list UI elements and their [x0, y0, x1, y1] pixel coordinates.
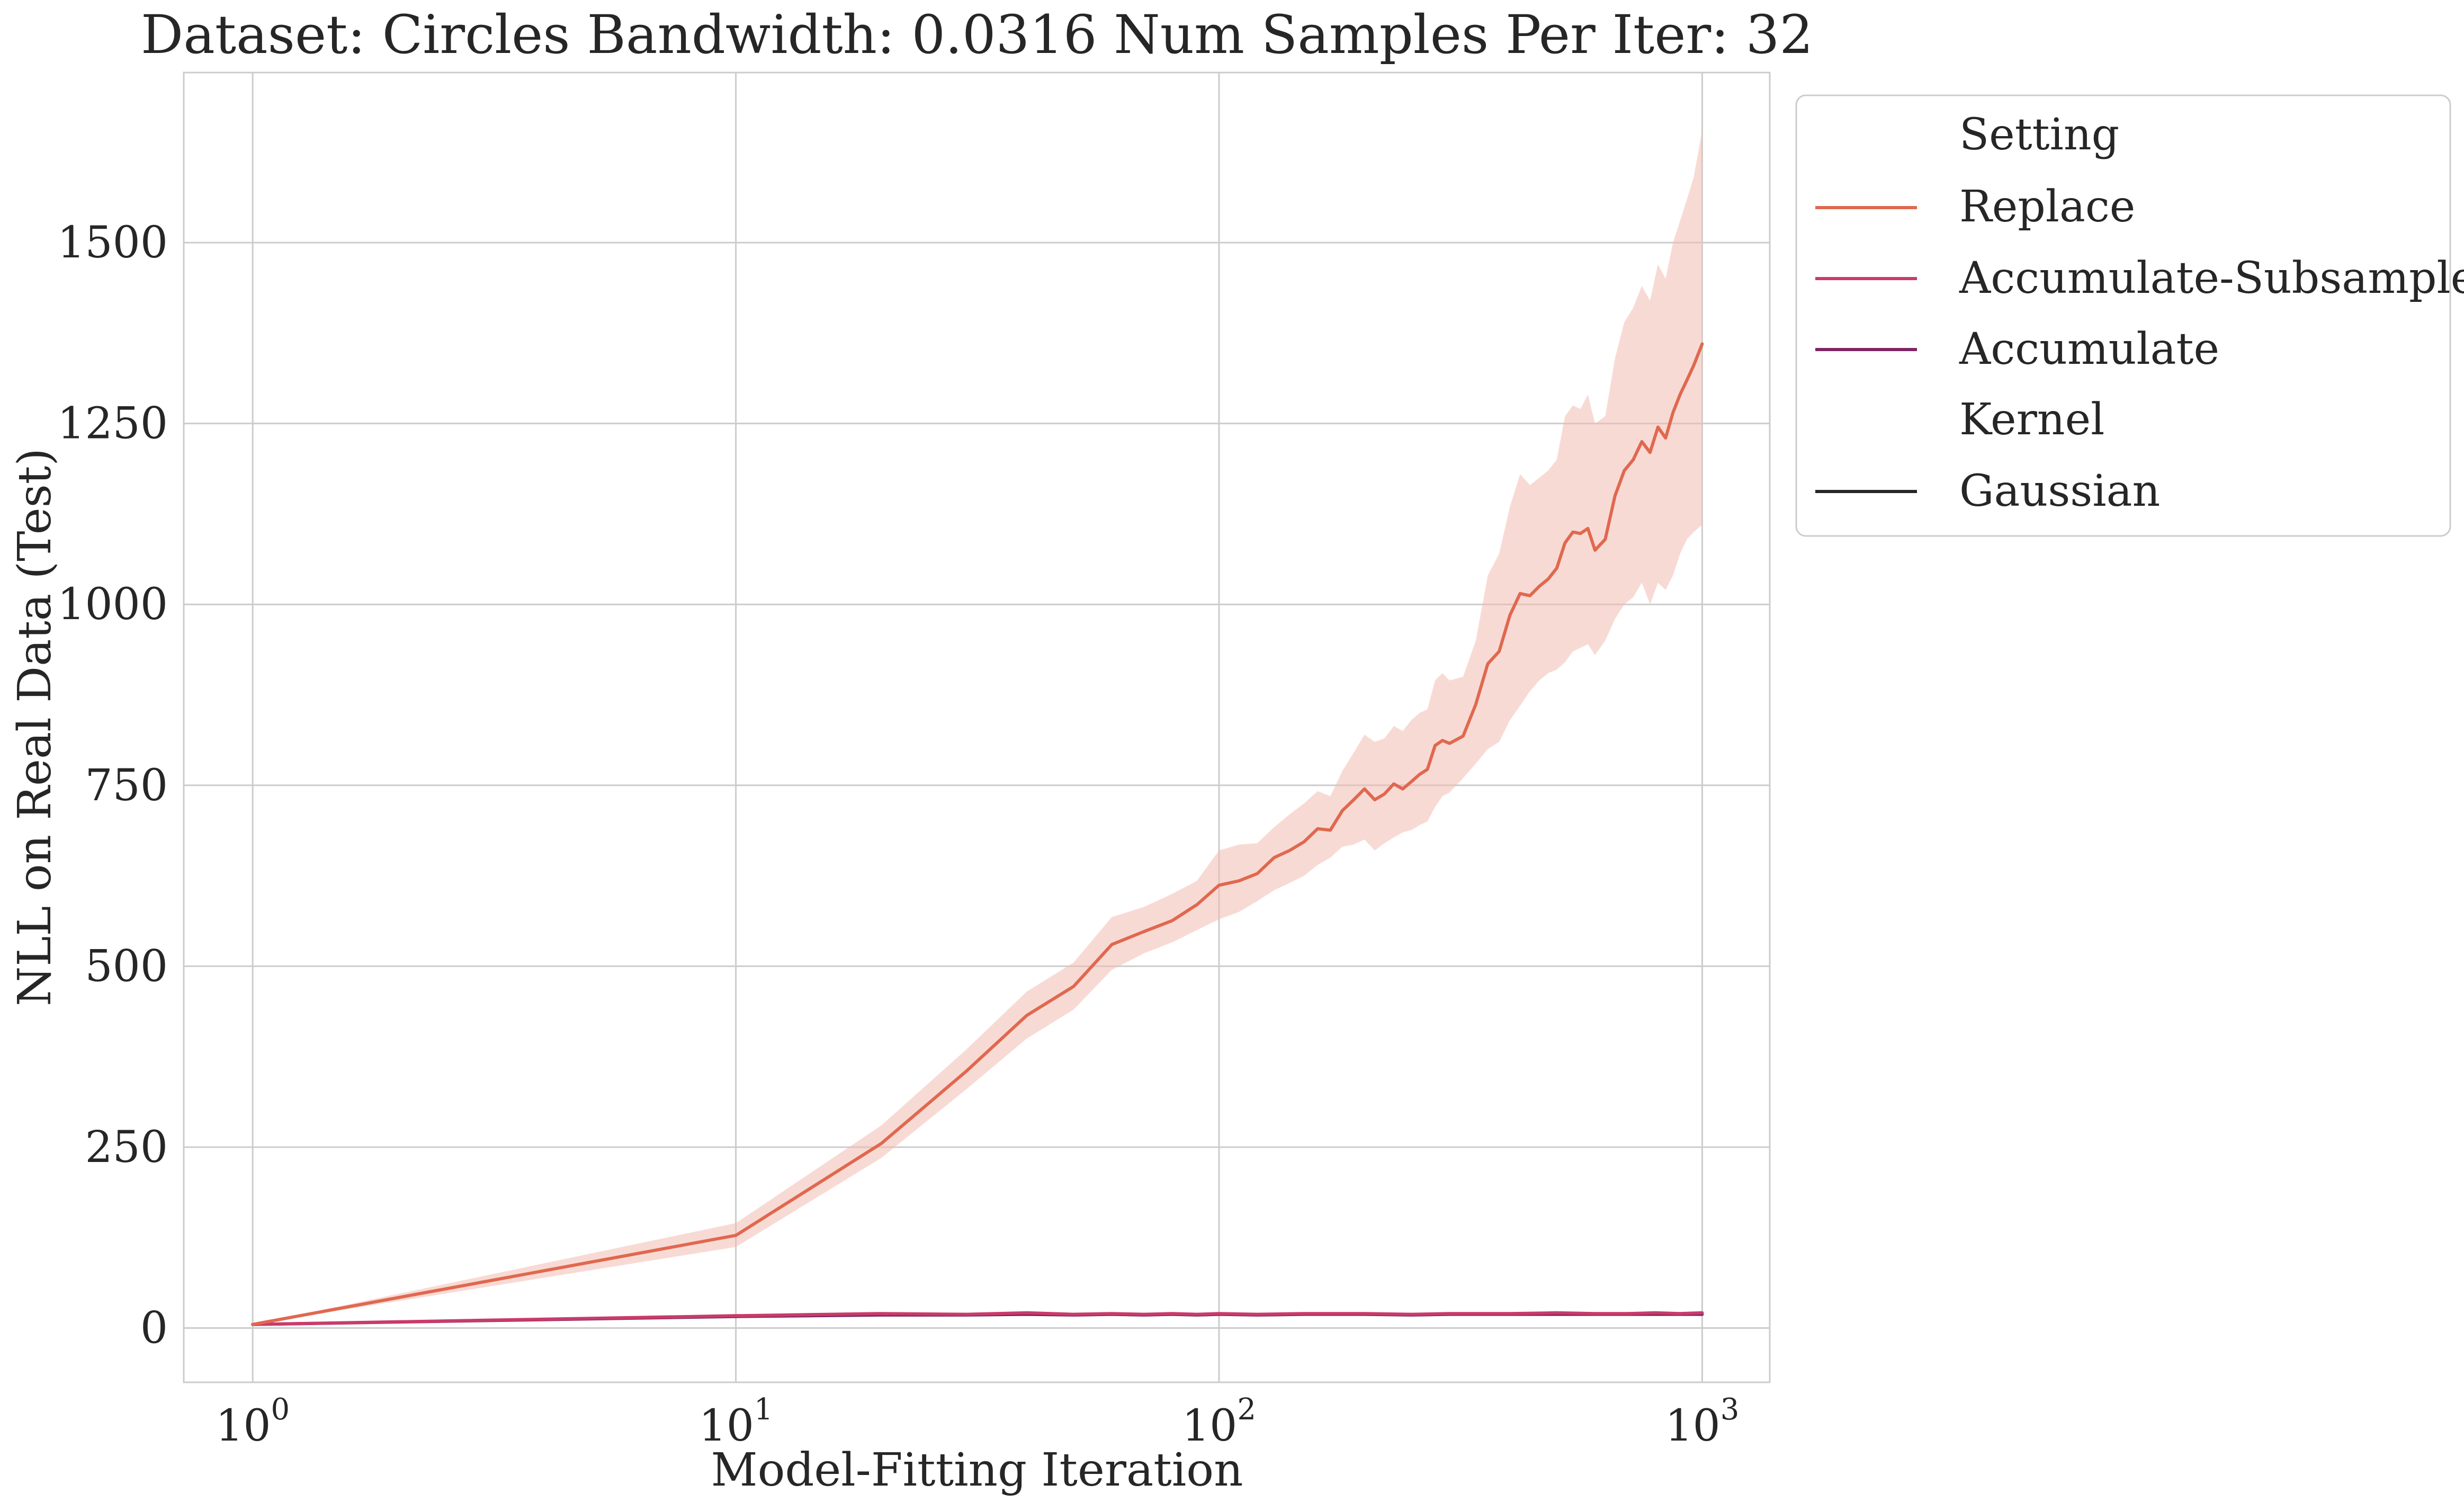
- legend-title-setting: Setting: [1959, 110, 2119, 160]
- series-lines: [251, 342, 1704, 1326]
- legend-frame: [1795, 94, 2451, 537]
- legend-label-accumulate: Accumulate: [1959, 324, 2219, 374]
- legend-label-gaussian: Gaussian: [1959, 466, 2160, 516]
- y-tick-label: 250: [85, 1122, 168, 1173]
- y-tick-label: 0: [140, 1303, 168, 1354]
- tick-labels: 100 101 102 103 0 250 500 750 1000 1250 1500: [57, 218, 1739, 1451]
- legend-label-accumulate-subsample: Accumulate-Subsample: [1959, 253, 2464, 303]
- chart-title: Dataset: Circles Bandwidth: 0.0316 Num S…: [141, 4, 1813, 66]
- y-tick-label: 1250: [57, 399, 168, 449]
- legend: Setting Replace Accumulate-Subsample Acc…: [1795, 94, 2464, 537]
- x-tick-label: 102: [1182, 1392, 1256, 1451]
- legend-title-kernel: Kernel: [1959, 395, 2104, 445]
- y-axis-label: NLL on Real Data (Test): [8, 448, 61, 1006]
- legend-label-replace: Replace: [1959, 182, 2135, 232]
- x-tick-label: 100: [216, 1392, 290, 1451]
- band-replace: [253, 130, 1703, 1325]
- y-tick-label: 1500: [57, 218, 168, 268]
- series-line-replace: [251, 342, 1704, 1326]
- y-tick-label: 750: [85, 761, 168, 811]
- plot-frame: [183, 71, 1771, 1383]
- grid: [184, 73, 1770, 1382]
- series-line-accumulate-subsample: [251, 1311, 1704, 1326]
- x-tick-label: 103: [1665, 1392, 1739, 1451]
- y-tick-label: 500: [85, 941, 168, 991]
- x-tick-label: 101: [699, 1392, 773, 1451]
- y-tick-label: 1000: [57, 579, 168, 630]
- x-axis-label: Model-Fitting Iteration: [711, 1444, 1243, 1497]
- confidence-bands: [253, 130, 1703, 1325]
